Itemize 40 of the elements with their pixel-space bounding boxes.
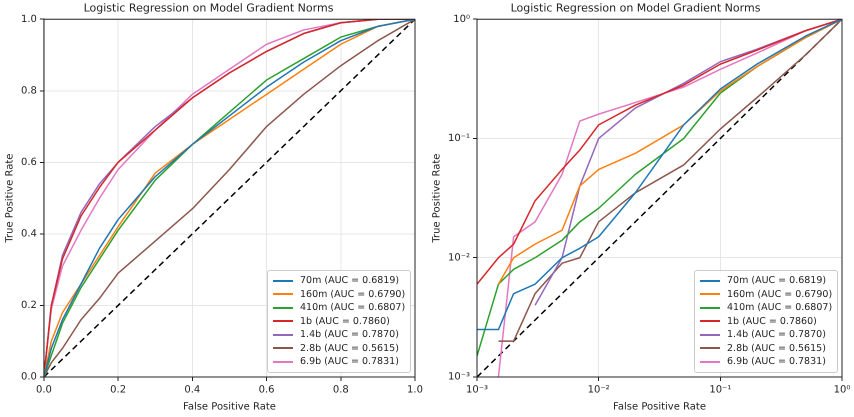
x-tick-label: 0.4 xyxy=(184,384,200,396)
x-tick-label: 10⁻³ xyxy=(466,384,488,396)
chart-title: Logistic Regression on Model Gradient Norms xyxy=(84,1,334,14)
legend-label: 1b (AUC = 0.7860) xyxy=(300,316,390,327)
legend-label: 2.8b (AUC = 0.5615) xyxy=(300,342,399,354)
y-tick-label: 0.8 xyxy=(20,85,37,96)
legend-label: 160m (AUC = 0.6790) xyxy=(300,288,406,300)
legend-label: 410m (AUC = 0.6807) xyxy=(300,302,406,314)
legend-label: 70m (AUC = 0.6819) xyxy=(727,275,826,286)
legend-label: 160m (AUC = 0.6790) xyxy=(727,288,832,300)
x-tick-label: 1.0 xyxy=(407,384,423,396)
legend-label: 6.9b (AUC = 0.7831) xyxy=(727,356,826,368)
y-tick-label: 1.0 xyxy=(20,14,37,25)
x-tick-label: 0.2 xyxy=(110,384,126,396)
y-axis-title: True Positive Rate xyxy=(432,154,443,244)
x-axis-title: False Positive Rate xyxy=(613,402,706,413)
x-axis-title: False Positive Rate xyxy=(182,402,276,413)
legend-label: 2.8b (AUC = 0.5615) xyxy=(727,342,826,354)
y-tick-label: 10⁻² xyxy=(448,252,470,264)
y-tick-label: 0.0 xyxy=(20,372,37,383)
legend-label: 410m (AUC = 0.6807) xyxy=(727,302,832,314)
x-tick-label: 0.8 xyxy=(332,384,349,396)
chart-title: Logistic Regression on Model Gradient Norms xyxy=(510,1,761,14)
x-tick-label: 10⁻² xyxy=(588,384,610,396)
x-tick-label: 0.6 xyxy=(258,384,275,396)
y-tick-label: 10⁰ xyxy=(453,14,470,25)
y-tick-label: 10⁻³ xyxy=(448,372,470,383)
legend-label: 6.9b (AUC = 0.7831) xyxy=(300,356,399,368)
x-tick-label: 10⁻¹ xyxy=(709,384,732,396)
x-tick-label: 10⁰ xyxy=(834,384,850,396)
y-tick-label: 0.6 xyxy=(20,156,37,168)
y-tick-label: 0.2 xyxy=(20,300,37,312)
y-tick-label: 10⁻¹ xyxy=(448,133,470,144)
legend-label: 1.4b (AUC = 0.7870) xyxy=(300,329,399,340)
legend-label: 1b (AUC = 0.7860) xyxy=(727,316,817,327)
y-tick-label: 0.4 xyxy=(20,228,37,240)
y-axis-title: True Positive Rate xyxy=(4,154,16,244)
x-tick-label: 0.0 xyxy=(36,384,52,396)
legend-label: 1.4b (AUC = 0.7870) xyxy=(727,329,826,340)
legend-label: 70m (AUC = 0.6819) xyxy=(300,275,400,286)
